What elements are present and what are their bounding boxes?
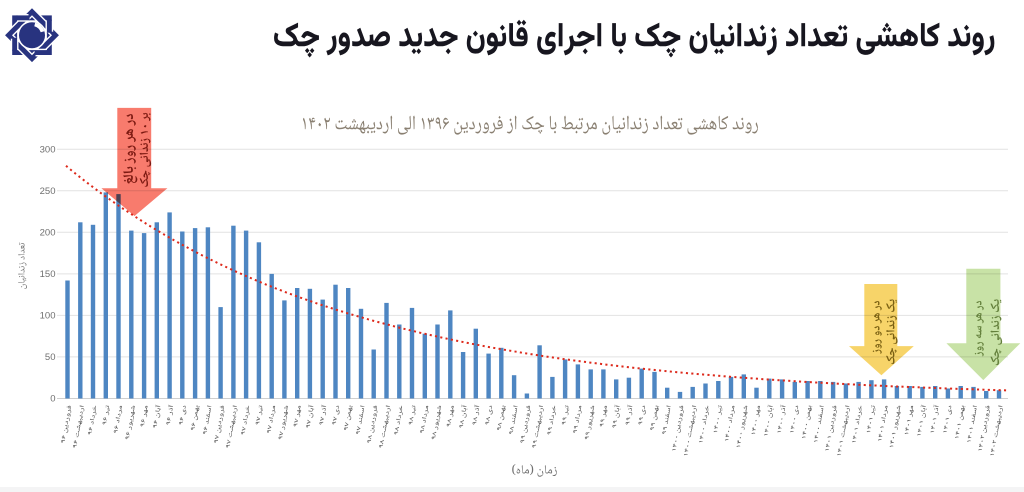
svg-text:250: 250 xyxy=(40,186,56,197)
svg-text:0: 0 xyxy=(50,394,55,405)
svg-text:100: 100 xyxy=(40,311,56,322)
svg-text:50: 50 xyxy=(45,352,56,363)
svg-text:300: 300 xyxy=(40,144,56,155)
svg-text:200: 200 xyxy=(40,228,56,239)
svg-text:150: 150 xyxy=(40,269,56,280)
